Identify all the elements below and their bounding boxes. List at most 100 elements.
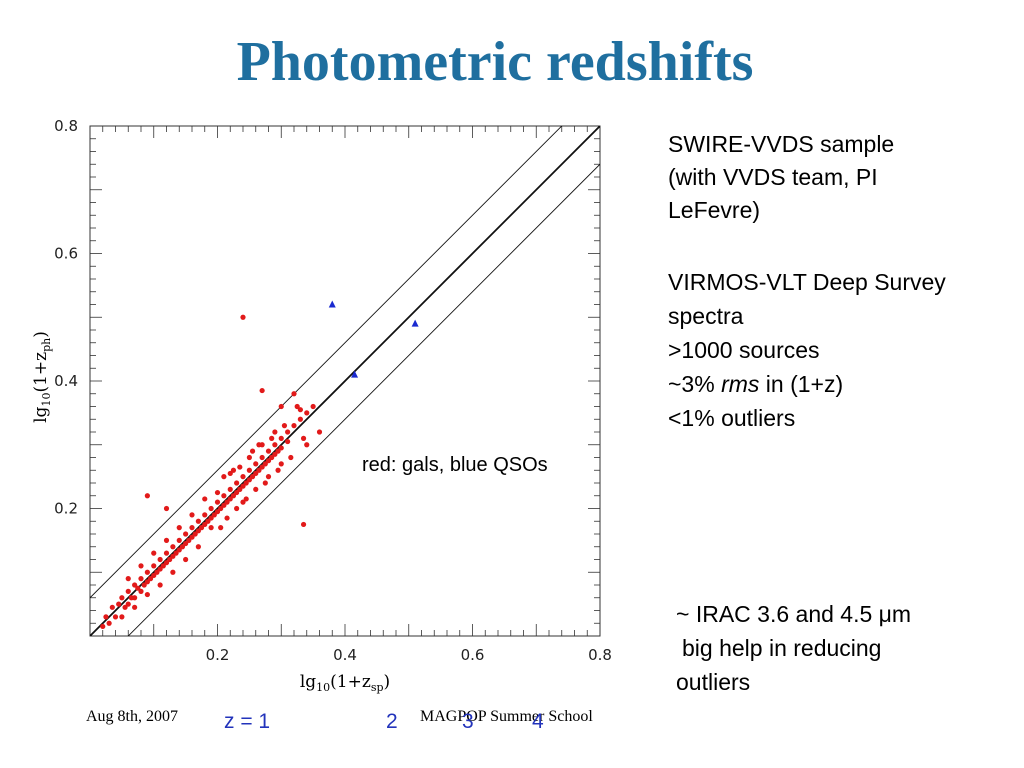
galaxy-point [300,521,307,528]
galaxy-point [256,442,262,448]
galaxy-point [154,569,160,575]
galaxy-point [285,429,291,435]
galaxy-point [253,461,259,467]
qso-point [411,319,419,327]
galaxy-point [234,505,240,512]
y-tick-label: 0.8 [54,117,78,135]
galaxy-point [183,540,189,547]
galaxy-point [195,544,201,550]
galaxy-point [151,550,157,556]
galaxy-point [195,528,201,534]
x-tick-label: 0.6 [461,646,485,664]
galaxy-point [265,474,272,480]
galaxy-point [227,486,233,492]
galaxy-point [176,537,182,543]
galaxy-point [297,416,303,422]
galaxy-point [211,512,217,518]
galaxy-point [249,474,256,480]
z-label-2: 2 [386,710,398,733]
galaxy-point [138,588,144,594]
galaxy-point [205,518,211,524]
galaxy-point [138,563,144,569]
galaxy-point [218,525,224,531]
galaxy-point [265,448,272,454]
galaxy-point [297,407,303,413]
galaxy-point [170,553,176,559]
galaxy-point [243,480,249,486]
one-to-one-line [90,126,600,636]
galaxy-point [132,582,138,588]
galaxy-point [202,496,208,502]
galaxy-point [125,588,131,594]
galaxy-point [240,499,246,505]
y-tick-label: 0.4 [54,372,78,390]
galaxy-point [151,572,157,579]
galaxy-point [246,454,252,461]
sample-description: SWIRE-VVDS sample (with VVDS team, PI Le… [668,128,1008,227]
galaxy-point [157,556,163,563]
galaxy-point [176,525,182,531]
galaxy-point [160,563,166,569]
survey-line-2: spectra [668,303,744,329]
galaxy-point [173,550,179,556]
galaxy-point [221,502,227,508]
galaxy-point [269,435,275,441]
galaxy-point [259,464,265,470]
x-axis-label: lg10(1+zsp) [300,672,390,694]
galaxy-point [144,493,150,499]
survey-line-3: >1000 sources [668,337,820,363]
galaxy-point [234,480,240,486]
galaxy-point [275,467,281,473]
galaxy-point [147,576,154,582]
sample-line-1: SWIRE-VVDS sample [668,131,895,157]
galaxy-point [214,489,221,496]
irac-line-3: outliers [676,669,751,695]
galaxy-point [253,486,259,492]
galaxy-point [163,537,170,543]
irac-line-1: ~ IRAC 3.6 and 4.5 μm [676,601,912,627]
rms-text: rms [721,371,760,397]
galaxy-point [246,467,252,473]
galaxy-point [291,423,297,429]
galaxy-point [157,582,163,588]
galaxy-point [272,442,278,448]
galaxy-point [281,423,288,429]
galaxy-point [291,391,297,397]
irac-line-2: big help in reducing [682,635,882,661]
galaxy-point [116,601,122,607]
y-tick-label: 0.2 [54,500,78,518]
galaxy-point [253,470,259,477]
galaxy-point [221,474,227,480]
galaxy-point [109,604,115,610]
page-title: Photometric redshifts [236,31,754,93]
galaxy-point [135,585,141,591]
galaxy-point [269,454,275,461]
galaxy-point [316,429,323,435]
galaxy-point [163,550,170,556]
galaxy-point [208,525,214,531]
survey-line-5: <1% outliers [668,405,796,431]
galaxy-point [224,515,230,521]
galaxy-point [221,493,227,499]
galaxy-point [208,515,214,521]
galaxy-point [119,595,125,601]
galaxy-point [278,461,284,467]
galaxy-point [170,569,176,575]
galaxy-point [275,448,281,454]
footer-date: Aug 8th, 2007 [86,708,178,725]
galaxy-point [278,445,284,451]
x-tick-label: 0.2 [206,646,230,664]
galaxy-point [125,576,131,582]
galaxy-point [100,623,106,630]
qso-point [351,370,359,378]
galaxy-point [125,601,131,607]
x-tick-label: 0.8 [588,646,612,664]
galaxy-point [208,505,214,512]
galaxy-point [294,403,300,410]
galaxy-point [227,470,233,477]
galaxy-point [141,582,147,588]
galaxy-point [189,534,195,540]
galaxy-point [259,454,265,461]
x-tick-label: 0.4 [333,646,357,664]
galaxy-point [240,483,246,489]
